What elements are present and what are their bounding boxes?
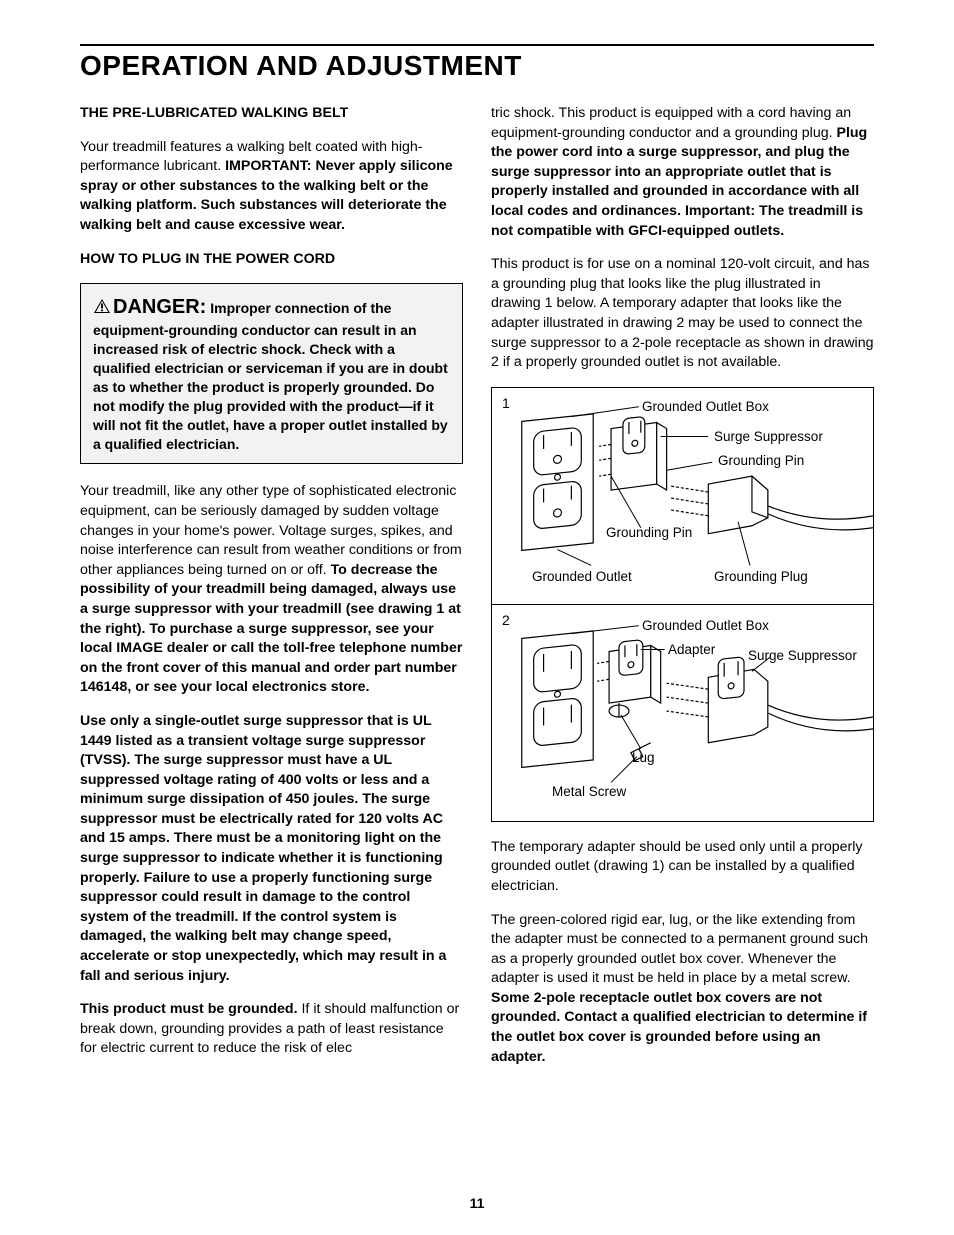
- danger-lead: DANGER:: [113, 296, 206, 318]
- para-right-4: The green-colored rigid ear, lug, or the…: [491, 911, 874, 1068]
- text-bold: Some 2-pole receptacle outlet box covers…: [491, 990, 867, 1065]
- label-grounding-plug: Grounding Plug: [714, 568, 808, 587]
- label-grounding-pin-1: Grounding Pin: [718, 452, 804, 471]
- top-rule: [80, 44, 874, 46]
- para-walking-belt: Your treadmill features a walking belt c…: [80, 138, 463, 236]
- danger-body: Improper connection of the equipment-gro…: [93, 300, 448, 451]
- warning-icon: [93, 298, 111, 319]
- text-plain: tric shock. This product is equipped wit…: [491, 105, 851, 141]
- para-surge-intro: Your treadmill, like any other type of s…: [80, 482, 463, 698]
- figure-panel-2: 2: [492, 604, 873, 821]
- label2-grounded-outlet-box: Grounded Outlet Box: [642, 617, 769, 636]
- figure-box: 1: [491, 387, 874, 822]
- label2-surge-suppressor: Surge Suppressor: [748, 647, 857, 666]
- label-grounding-pin-2: Grounding Pin: [606, 524, 692, 543]
- para-right-2: This product is for use on a nominal 120…: [491, 255, 874, 373]
- para-surge-spec: Use only a single-outlet surge suppresso…: [80, 712, 463, 986]
- text-bold: Plug the power cord into a surge suppres…: [491, 125, 867, 239]
- page-number: 11: [0, 1195, 954, 1211]
- label-grounded-outlet: Grounded Outlet: [532, 568, 632, 587]
- label2-metal-screw: Metal Screw: [552, 783, 626, 802]
- figure-panel-1: 1: [492, 388, 873, 604]
- heading-power-cord: HOW TO PLUG IN THE POWER CORD: [80, 250, 463, 270]
- page: OPERATION AND ADJUSTMENT THE PRE-LUBRICA…: [0, 0, 954, 1235]
- left-column: THE PRE-LUBRICATED WALKING BELT Your tre…: [80, 104, 463, 1081]
- right-column: tric shock. This product is equipped wit…: [491, 104, 874, 1081]
- danger-callout: DANGER: Improper connection of the equip…: [80, 283, 463, 464]
- two-column-layout: THE PRE-LUBRICATED WALKING BELT Your tre…: [80, 104, 874, 1081]
- text-bold: Use only a single-outlet surge suppresso…: [80, 713, 446, 984]
- heading-walking-belt: THE PRE-LUBRICATED WALKING BELT: [80, 104, 463, 124]
- text-bold: To decrease the possibility of your trea…: [80, 562, 462, 696]
- text-bold: This product must be grounded.: [80, 1001, 298, 1017]
- label2-lug: Lug: [632, 749, 655, 768]
- para-right-1: tric shock. This product is equipped wit…: [491, 104, 874, 241]
- diagram-2-svg: [492, 605, 873, 821]
- para-right-3: The temporary adapter should be used onl…: [491, 838, 874, 897]
- label2-adapter: Adapter: [668, 641, 715, 660]
- page-title: OPERATION AND ADJUSTMENT: [80, 50, 874, 82]
- text-plain: The green-colored rigid ear, lug, or the…: [491, 912, 868, 987]
- para-grounded: This product must be grounded. If it sho…: [80, 1000, 463, 1059]
- label-grounded-outlet-box: Grounded Outlet Box: [642, 398, 769, 417]
- label-surge-suppressor: Surge Suppressor: [714, 428, 823, 447]
